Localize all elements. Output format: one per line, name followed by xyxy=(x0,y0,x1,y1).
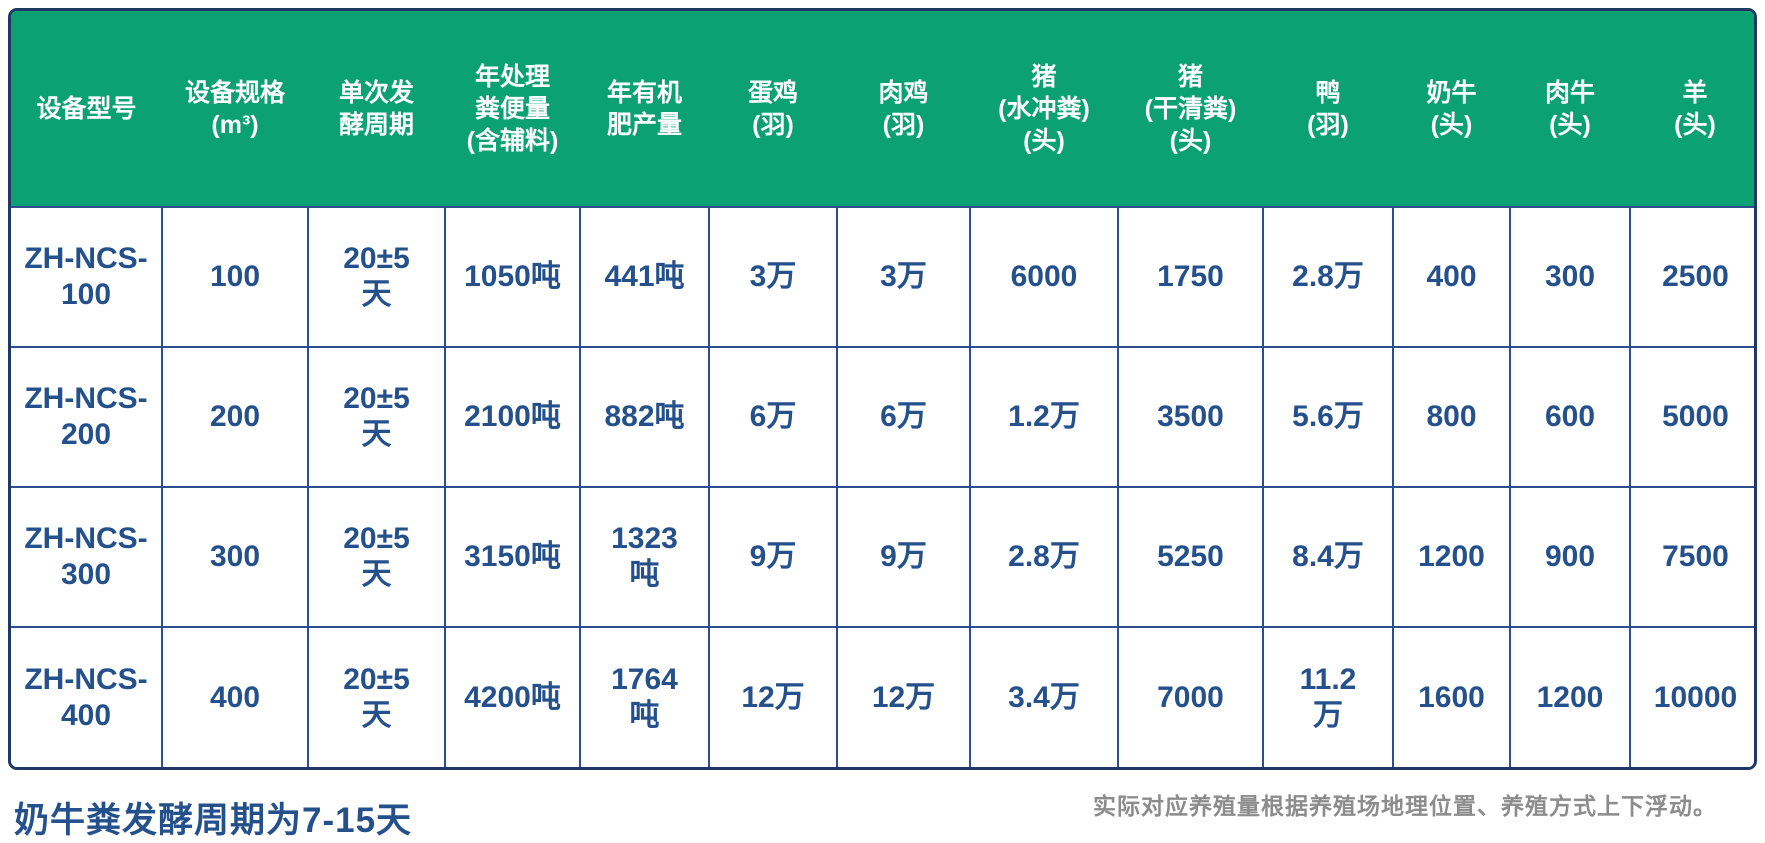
value-cell: 5.6万 xyxy=(1262,346,1394,488)
capacity-disclaimer-footnote: 实际对应养殖量根据养殖场地理位置、养殖方式上下浮动。 xyxy=(1093,793,1717,819)
value-cell: 3150吨 xyxy=(444,486,581,628)
value-cell: 1.2万 xyxy=(969,346,1119,488)
value-cell: 2500 xyxy=(1629,206,1754,348)
value-cell: 600 xyxy=(1509,346,1631,488)
value-cell: 800 xyxy=(1392,346,1511,488)
column-header-3: 年处理 粪便量 (含辅料) xyxy=(445,11,580,207)
value-cell: 3万 xyxy=(708,206,838,348)
value-cell: 11.2 万 xyxy=(1262,626,1394,767)
value-cell: 20±5 天 xyxy=(307,626,446,767)
value-cell: 900 xyxy=(1509,486,1631,628)
table-row: ZH-NCS- 300 300 20±5 天 3150吨 1323 吨 9万 9万 2.8万 5… xyxy=(11,486,1754,628)
value-cell: 1600 xyxy=(1392,626,1511,767)
column-header-8: 猪 (干清粪) (头) xyxy=(1118,11,1263,207)
value-cell: 400 xyxy=(161,626,309,767)
dairy-cycle-footnote: 奶牛粪发酵周期为7-15天 xyxy=(14,801,413,840)
value-cell: 1200 xyxy=(1509,626,1631,767)
value-cell: 9万 xyxy=(708,486,838,628)
value-cell: 7000 xyxy=(1117,626,1264,767)
table-body: ZH-NCS- 100 100 20±5 天 1050吨 441吨 3万 3万 6000 175… xyxy=(11,206,1754,767)
equipment-table: 设备型号 设备规格 (m³) 单次发 酵周期 年处理 粪便量 (含辅料) 年有机 肥产量… xyxy=(11,11,1754,767)
table-row: ZH-NCS- 200 200 20±5 天 2100吨 882吨 6万 6万 1.2万 350… xyxy=(11,346,1754,488)
column-header-7: 猪 (水冲粪) (头) xyxy=(970,11,1118,207)
value-cell: 200 xyxy=(161,346,309,488)
value-cell: 2.8万 xyxy=(969,486,1119,628)
column-header-5: 蛋鸡 (羽) xyxy=(709,11,837,207)
table-row: ZH-NCS- 400 400 20±5 天 4200吨 1764 吨 12万 12万 3.4… xyxy=(11,626,1754,767)
column-header-6: 肉鸡 (羽) xyxy=(837,11,970,207)
table-header: 设备型号 设备规格 (m³) 单次发 酵周期 年处理 粪便量 (含辅料) 年有机 肥产量… xyxy=(11,11,1754,207)
header-row: 设备型号 设备规格 (m³) 单次发 酵周期 年处理 粪便量 (含辅料) 年有机 肥产量… xyxy=(11,11,1754,207)
value-cell: 441吨 xyxy=(579,206,710,348)
value-cell: 8.4万 xyxy=(1262,486,1394,628)
column-header-12: 羊 (头) xyxy=(1630,11,1754,207)
column-header-1: 设备规格 (m³) xyxy=(162,11,308,207)
value-cell: 3.4万 xyxy=(969,626,1119,767)
value-cell: 2.8万 xyxy=(1262,206,1394,348)
column-header-9: 鸭 (羽) xyxy=(1263,11,1393,207)
value-cell: 20±5 天 xyxy=(307,346,446,488)
value-cell: 6万 xyxy=(836,346,971,488)
value-cell: 6000 xyxy=(969,206,1119,348)
value-cell: 20±5 天 xyxy=(307,206,446,348)
value-cell: 12万 xyxy=(836,626,971,767)
value-cell: 7500 xyxy=(1629,486,1754,628)
value-cell: 1050吨 xyxy=(444,206,581,348)
model-cell: ZH-NCS- 200 xyxy=(11,346,163,488)
value-cell: 2100吨 xyxy=(444,346,581,488)
value-cell: 1323 吨 xyxy=(579,486,710,628)
model-cell: ZH-NCS- 100 xyxy=(11,206,163,348)
value-cell: 4200吨 xyxy=(444,626,581,767)
column-header-0: 设备型号 xyxy=(11,11,162,207)
column-header-10: 奶牛 (头) xyxy=(1393,11,1510,207)
table-row: ZH-NCS- 100 100 20±5 天 1050吨 441吨 3万 3万 6000 175… xyxy=(11,206,1754,348)
column-header-2: 单次发 酵周期 xyxy=(308,11,445,207)
value-cell: 5250 xyxy=(1117,486,1264,628)
value-cell: 10000 xyxy=(1629,626,1754,767)
value-cell: 1200 xyxy=(1392,486,1511,628)
value-cell: 12万 xyxy=(708,626,838,767)
value-cell: 20±5 天 xyxy=(307,486,446,628)
value-cell: 300 xyxy=(1509,206,1631,348)
column-header-11: 肉牛 (头) xyxy=(1510,11,1630,207)
value-cell: 400 xyxy=(1392,206,1511,348)
value-cell: 1764 吨 xyxy=(579,626,710,767)
value-cell: 100 xyxy=(161,206,309,348)
value-cell: 882吨 xyxy=(579,346,710,488)
model-cell: ZH-NCS- 400 xyxy=(11,626,163,767)
value-cell: 300 xyxy=(161,486,309,628)
column-header-4: 年有机 肥产量 xyxy=(580,11,709,207)
value-cell: 1750 xyxy=(1117,206,1264,348)
value-cell: 9万 xyxy=(836,486,971,628)
value-cell: 5000 xyxy=(1629,346,1754,488)
model-cell: ZH-NCS- 300 xyxy=(11,486,163,628)
equipment-capacity-table-wrap: 设备型号 设备规格 (m³) 单次发 酵周期 年处理 粪便量 (含辅料) 年有机 肥产量… xyxy=(8,8,1757,770)
value-cell: 3500 xyxy=(1117,346,1264,488)
value-cell: 6万 xyxy=(708,346,838,488)
value-cell: 3万 xyxy=(836,206,971,348)
